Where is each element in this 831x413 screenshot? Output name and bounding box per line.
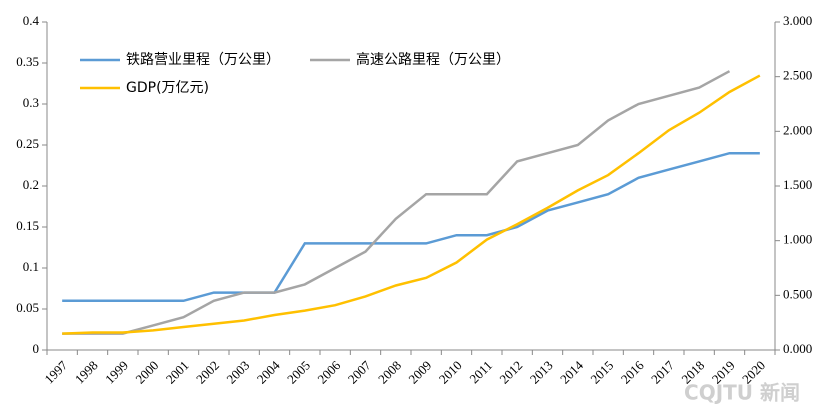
y-tick-label: 0.05 xyxy=(16,300,39,315)
legend-label: 铁路营业里程（万公里） xyxy=(126,52,280,68)
watermark: CQJTU 新闻 xyxy=(684,381,800,405)
x-tick-label: 2003 xyxy=(223,358,252,387)
x-tick-label: 2000 xyxy=(132,358,161,387)
y2-tick-label: 0.500 xyxy=(783,286,812,301)
x-tick-label: 2009 xyxy=(405,358,434,387)
x-tick-label: 2002 xyxy=(193,358,222,387)
x-tick-label: 2013 xyxy=(527,358,556,387)
y-tick-label: 0.35 xyxy=(16,54,39,69)
x-tick-label: 2012 xyxy=(496,358,525,387)
y2-tick-label: 0.000 xyxy=(783,341,812,356)
x-tick-label: 2004 xyxy=(254,357,283,386)
series-line xyxy=(62,70,731,335)
y2-tick-label: 2.000 xyxy=(783,122,812,137)
x-tick-label: 2007 xyxy=(345,357,374,386)
series-line xyxy=(62,74,761,335)
x-tick-label: 1998 xyxy=(72,358,101,387)
x-tick-label: 2015 xyxy=(587,358,616,387)
x-tick-label: 2011 xyxy=(466,358,495,387)
x-tick-label: 2016 xyxy=(618,357,647,386)
legend-label: 高速公路里程（万公里） xyxy=(356,51,510,68)
x-tick-label: 2008 xyxy=(375,358,404,387)
y-tick-label: 0.3 xyxy=(23,95,39,110)
y2-tick-label: 2.500 xyxy=(783,68,812,83)
y-tick-label: 0 xyxy=(33,341,40,356)
series-line xyxy=(62,151,760,303)
x-tick-label: 2017 xyxy=(648,357,677,386)
x-tick-label: 1997 xyxy=(41,357,70,386)
y-tick-label: 0.15 xyxy=(16,218,39,233)
x-tick-label: 2006 xyxy=(314,357,343,386)
y2-tick-label: 1.500 xyxy=(783,177,812,192)
y-tick-label: 0.1 xyxy=(23,259,39,274)
x-tick-label: 2014 xyxy=(557,357,586,386)
y-tick-label: 0.25 xyxy=(16,136,39,151)
y2-tick-label: 1.000 xyxy=(783,232,812,247)
x-tick-label: 2001 xyxy=(163,358,192,387)
x-tick-label: 2010 xyxy=(436,358,465,387)
x-tick-label: 2005 xyxy=(284,358,313,387)
y2-tick-label: 3.000 xyxy=(783,13,812,28)
y-tick-label: 0.2 xyxy=(23,177,39,192)
y-tick-label: 0.4 xyxy=(23,13,40,28)
x-tick-label: 1999 xyxy=(102,358,131,387)
legend-label: GDP(万亿元) xyxy=(126,80,209,96)
